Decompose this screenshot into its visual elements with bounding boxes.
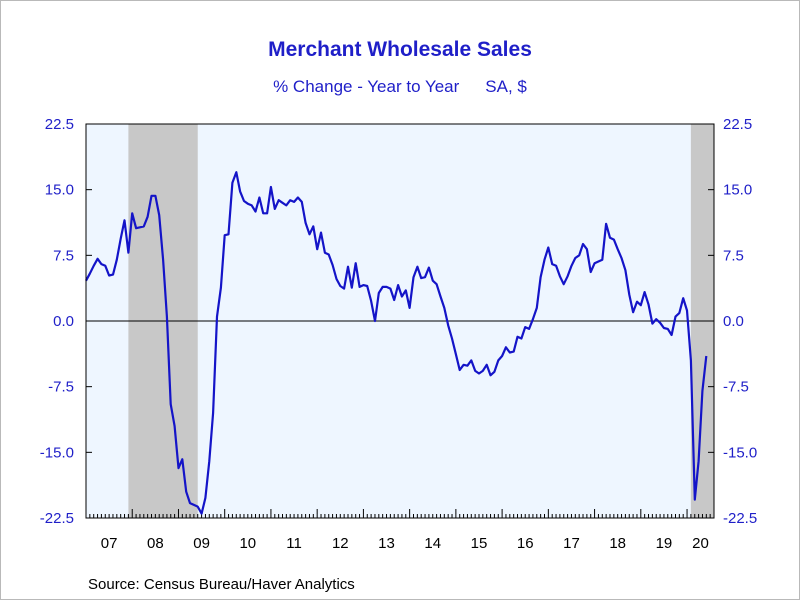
y-axis: 22.5 22.5 15.0 15.0 7.5 7.5 0.0 0.0 -7.5 -7.5 -15.… — [40, 116, 757, 527]
x-tick-label: 13 — [378, 535, 395, 552]
x-tick-label: 08 — [147, 535, 164, 552]
x-tick-label: 18 — [609, 535, 626, 552]
x-tick-label: 07 — [101, 535, 118, 552]
chart-subtitle: % Change - Year to Year SA, $ — [0, 77, 800, 97]
x-tick-label: 10 — [239, 535, 256, 552]
series-layer — [85, 171, 708, 515]
source-note: Source: Census Bureau/Haver Analytics — [88, 576, 355, 593]
y-tick-label-left: 0.0 — [53, 313, 74, 330]
x-axis: 07 08 09 10 11 12 13 14 15 16 17 18 19 20 — [85, 509, 711, 552]
x-tick-label: 09 — [193, 535, 210, 552]
y-tick-label-left: 15.0 — [45, 182, 74, 199]
y-tick-label-left: 7.5 — [53, 247, 74, 264]
y-tick-label-right: -15.0 — [723, 444, 757, 461]
y-tick-label-right: 22.5 — [723, 116, 752, 133]
x-tick-label: 16 — [517, 535, 534, 552]
x-tick-label: 12 — [332, 535, 349, 552]
x-tick-label: 20 — [692, 535, 709, 552]
plot-border — [85, 123, 715, 519]
x-tick-label: 11 — [286, 535, 302, 552]
x-tick-label: 19 — [656, 535, 673, 552]
chart-subtitle-units: SA, $ — [485, 77, 527, 96]
series-line — [85, 171, 708, 515]
y-tick-label-left: 22.5 — [45, 116, 74, 133]
y-tick-label-right: 0.0 — [723, 313, 744, 330]
y-tick-label-right: 7.5 — [723, 247, 744, 264]
chart-title: Merchant Wholesale Sales — [268, 38, 532, 61]
x-tick-label: 14 — [424, 535, 441, 552]
y-tick-label-right: -22.5 — [723, 510, 757, 527]
x-tick-label: 15 — [471, 535, 488, 552]
y-tick-label-right: 15.0 — [723, 182, 752, 199]
y-tick-label-left: -22.5 — [40, 510, 74, 527]
y-tick-label-left: -15.0 — [40, 444, 74, 461]
x-tick-label: 17 — [563, 535, 580, 552]
y-tick-label-right: -7.5 — [723, 379, 749, 396]
y-tick-label-left: -7.5 — [48, 379, 74, 396]
chart-subtitle-measure: % Change - Year to Year — [273, 77, 460, 96]
